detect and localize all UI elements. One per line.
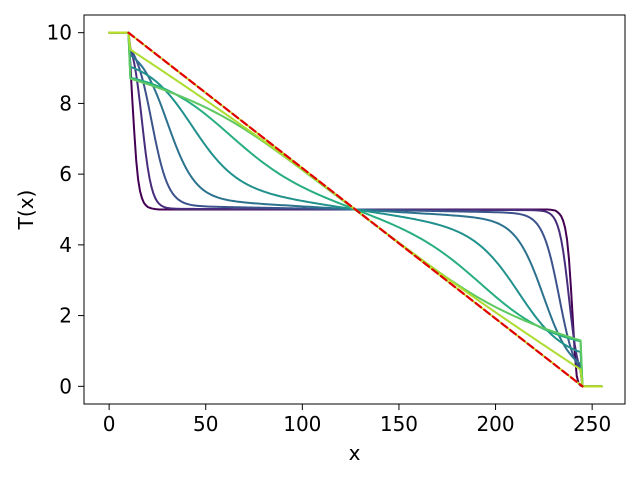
- x-tick-label-150: 150: [380, 412, 418, 436]
- x-tick-label-0: 0: [103, 412, 116, 436]
- ticks-group: 0 50 100 150 200 250 0 2 4 6 8 10: [47, 21, 612, 436]
- series-line-10: [127, 31, 584, 388]
- y-tick-label-2: 2: [59, 304, 72, 328]
- y-tick-label-4: 4: [59, 233, 72, 257]
- y-tick-label-10: 10: [47, 21, 72, 45]
- y-tick-label-8: 8: [59, 91, 72, 115]
- x-axis-label: x: [349, 441, 361, 465]
- x-tick-label-50: 50: [193, 412, 218, 436]
- series-group: [108, 31, 603, 388]
- x-tick-label-250: 250: [573, 412, 611, 436]
- y-axis-label: T(x): [14, 190, 38, 231]
- x-tick-label-100: 100: [283, 412, 321, 436]
- x-tick-label-200: 200: [476, 412, 514, 436]
- y-tick-label-0: 0: [59, 374, 72, 398]
- plot-frame: [83, 14, 626, 405]
- y-tick-label-6: 6: [59, 162, 72, 186]
